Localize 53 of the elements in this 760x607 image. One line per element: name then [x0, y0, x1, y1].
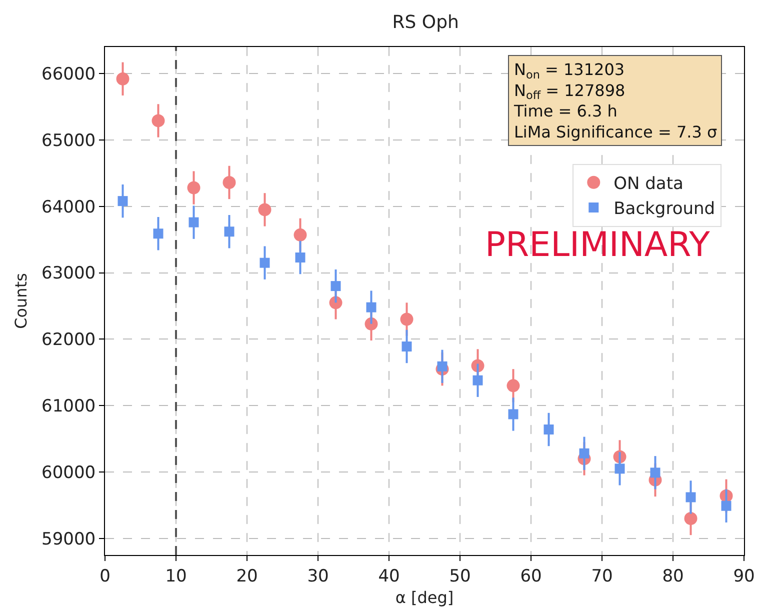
point: [650, 468, 660, 478]
point: [508, 409, 518, 420]
x-tick-label: 80: [662, 566, 684, 586]
point: [437, 361, 448, 372]
point: [153, 228, 164, 239]
point: [294, 228, 307, 242]
legend-label: Background: [614, 199, 716, 220]
point: [188, 217, 199, 228]
point: [579, 448, 590, 458]
x-tick-label: 40: [378, 566, 400, 586]
point: [684, 512, 698, 525]
point: [295, 252, 306, 262]
point: [222, 176, 236, 189]
point: [400, 312, 414, 326]
point: [614, 464, 625, 474]
point: [260, 258, 270, 268]
point: [258, 203, 272, 216]
point: [329, 296, 342, 310]
chart-title: RS Oph: [392, 12, 459, 33]
point: [472, 375, 483, 386]
y-tick-label: 62000: [42, 330, 96, 350]
point: [366, 302, 376, 312]
x-tick-label: 0: [100, 566, 110, 586]
y-tick-label: 61000: [42, 396, 96, 417]
x-axis-title: α [deg]: [395, 588, 454, 607]
point: [330, 281, 341, 292]
y-tick-label: 64000: [42, 197, 96, 218]
y-tick-label: 66000: [42, 64, 96, 85]
point: [686, 492, 696, 502]
x-tick-label: 70: [591, 566, 613, 586]
annotation: N$_{on}$ = 131203 N$_{off}$ = 127898 Time = 6.3 h LiMa Significance = 7.3 σ: [513, 60, 718, 142]
point: [506, 379, 520, 392]
x-tick-label: 50: [449, 566, 471, 586]
legend-label: ON data: [614, 174, 684, 194]
point: [544, 424, 554, 434]
point: [187, 181, 200, 194]
x-tick-label: 90: [733, 566, 755, 586]
y-tick-label: 63000: [42, 264, 96, 284]
x-tick-label: 10: [165, 566, 187, 586]
point: [721, 500, 732, 511]
y-axis-title: Counts: [11, 273, 30, 329]
x-tick-label: 60: [520, 566, 542, 586]
y-tick-label: 60000: [42, 462, 96, 483]
x-tick-label: 30: [307, 566, 329, 586]
y-tick-label: 65000: [42, 130, 96, 151]
point: [116, 72, 130, 86]
annotation: PRELIMINARY: [485, 225, 710, 265]
point: [118, 196, 128, 206]
point: [402, 341, 412, 352]
y-tick-label: 59000: [42, 529, 96, 550]
point: [224, 226, 234, 237]
point: [152, 114, 165, 128]
x-tick-label: 20: [236, 566, 258, 586]
